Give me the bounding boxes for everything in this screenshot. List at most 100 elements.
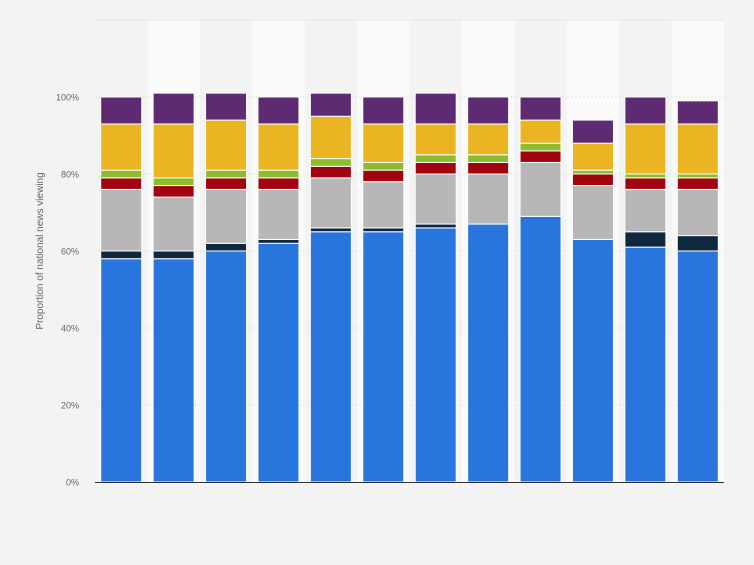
bar-segment[interactable]	[205, 169, 248, 179]
bar-segment[interactable]	[309, 165, 352, 179]
bar-segment[interactable]	[362, 123, 405, 163]
bar-segment[interactable]	[205, 250, 248, 483]
bar-segment[interactable]	[414, 223, 457, 229]
bar-segment[interactable]	[571, 119, 614, 144]
bar-segment[interactable]	[571, 169, 614, 175]
bar-segment[interactable]	[257, 177, 300, 190]
bar-segment[interactable]	[100, 96, 143, 125]
bar-segment[interactable]	[414, 154, 457, 163]
bar-segment[interactable]	[676, 177, 719, 190]
bar-segment[interactable]	[519, 119, 562, 144]
bar-segment[interactable]	[152, 250, 195, 260]
bar-segment[interactable]	[257, 169, 300, 179]
bar-segment[interactable]	[100, 258, 143, 483]
bar-segment[interactable]	[571, 238, 614, 483]
bar-segment[interactable]	[100, 169, 143, 179]
y-tick-label: 80%	[61, 170, 79, 180]
bar-segment[interactable]	[257, 242, 300, 483]
bar-segment[interactable]	[624, 123, 667, 175]
bar-segment[interactable]	[257, 96, 300, 125]
bar-segment[interactable]	[467, 173, 510, 225]
bar-segment[interactable]	[414, 161, 457, 175]
bar-segment[interactable]	[362, 161, 405, 171]
bar-segment[interactable]	[571, 142, 614, 171]
bar-segment[interactable]	[519, 161, 562, 217]
bar-segment[interactable]	[467, 123, 510, 156]
bar-segment[interactable]	[467, 223, 510, 483]
bar-segment[interactable]	[205, 177, 248, 190]
bar-stack	[414, 92, 457, 483]
bar-segment[interactable]	[309, 177, 352, 229]
bar-segment[interactable]	[362, 96, 405, 125]
bar-segment[interactable]	[152, 258, 195, 483]
bar-segment[interactable]	[362, 169, 405, 183]
bar-segment[interactable]	[362, 231, 405, 483]
axes: 0% 20% 40% 60% 80% 100%	[56, 93, 724, 488]
y-tick-label: 20%	[61, 401, 79, 411]
bar-segment[interactable]	[309, 227, 352, 233]
bar-segment[interactable]	[205, 242, 248, 252]
bar-segment[interactable]	[257, 188, 300, 240]
bar-segment[interactable]	[519, 142, 562, 152]
bar-segment[interactable]	[257, 123, 300, 171]
y-tick-label: 100%	[56, 93, 79, 103]
bar-segment[interactable]	[414, 92, 457, 125]
bar-segment[interactable]	[205, 92, 248, 121]
bar-segment[interactable]	[414, 123, 457, 156]
bar-segment[interactable]	[571, 173, 614, 187]
bar-segment[interactable]	[624, 246, 667, 483]
bar-stack	[362, 96, 405, 483]
gridlines	[95, 19, 724, 406]
bar-segment[interactable]	[152, 177, 195, 187]
y-tick-label: 40%	[61, 324, 79, 334]
bar-segment[interactable]	[309, 92, 352, 117]
bar-segment[interactable]	[362, 181, 405, 229]
bar-segment[interactable]	[676, 235, 719, 252]
bar-segment[interactable]	[467, 161, 510, 175]
bar-segment[interactable]	[414, 173, 457, 225]
bar-segment[interactable]	[309, 231, 352, 483]
bar-stack	[257, 96, 300, 483]
y-axis-label: Proportion of national news viewing	[35, 172, 46, 329]
y-tick-label: 60%	[61, 247, 79, 257]
bar-segment[interactable]	[624, 177, 667, 190]
bar-segment[interactable]	[624, 96, 667, 125]
bar-segment[interactable]	[100, 123, 143, 171]
bar-segment[interactable]	[571, 185, 614, 240]
bar-segment[interactable]	[414, 227, 457, 483]
bar-segment[interactable]	[152, 123, 195, 179]
bar-segment[interactable]	[467, 96, 510, 125]
bar-stack	[519, 96, 562, 483]
bar-segment[interactable]	[205, 188, 248, 244]
bar-segment[interactable]	[100, 188, 143, 252]
bar-segment[interactable]	[676, 250, 719, 483]
bar-segment[interactable]	[624, 173, 667, 179]
bar-stack	[309, 92, 352, 483]
bar-stack	[100, 96, 143, 483]
bars	[100, 92, 719, 483]
bar-segment[interactable]	[205, 119, 248, 171]
bar-segment[interactable]	[624, 188, 667, 233]
bar-segment[interactable]	[676, 100, 719, 125]
bar-segment[interactable]	[519, 150, 562, 163]
bar-segment[interactable]	[676, 188, 719, 237]
bar-segment[interactable]	[152, 196, 195, 252]
bar-segment[interactable]	[152, 185, 195, 198]
bar-segment[interactable]	[362, 227, 405, 233]
bar-segment[interactable]	[152, 92, 195, 125]
bar-segment[interactable]	[519, 215, 562, 483]
bar-segment[interactable]	[257, 238, 300, 244]
bar-segment[interactable]	[100, 177, 143, 190]
bar-segment[interactable]	[676, 173, 719, 179]
bar-segment[interactable]	[100, 250, 143, 260]
bar-stack	[571, 119, 614, 483]
bar-segment[interactable]	[309, 158, 352, 167]
bar-segment[interactable]	[519, 96, 562, 121]
y-tick-label: 0%	[66, 478, 79, 488]
bar-segment[interactable]	[624, 231, 667, 248]
bar-segment[interactable]	[467, 154, 510, 163]
bar-segment[interactable]	[309, 115, 352, 160]
bar-segment[interactable]	[676, 123, 719, 175]
